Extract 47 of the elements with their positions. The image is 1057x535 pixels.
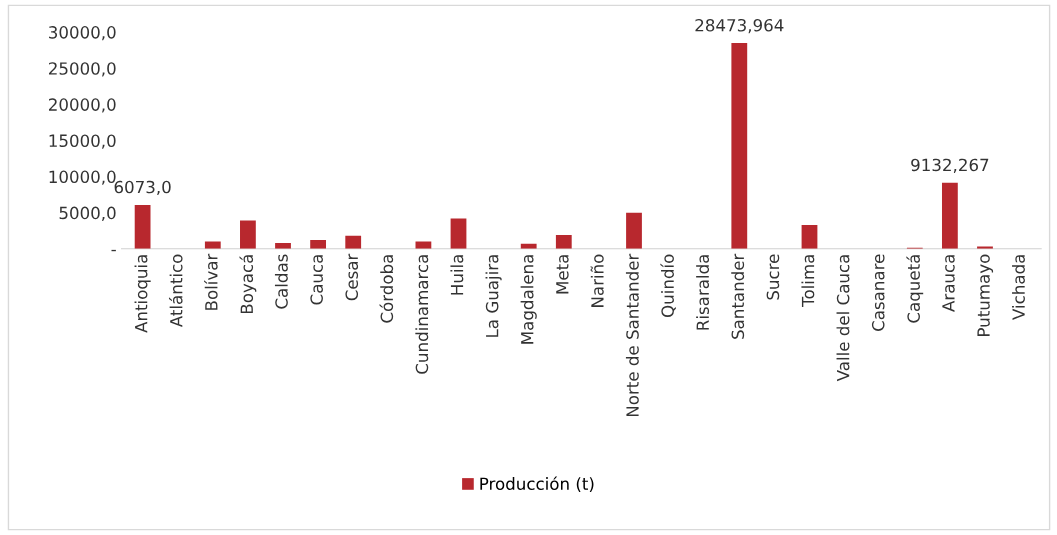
x-tick-label: Antioquia [134,255,151,333]
x-tick-label: Caldas [274,254,288,309]
x-tick-label: Córdoba [379,255,394,323]
bar [941,182,958,249]
x-tick-label: Tolima [801,255,815,307]
bar [801,224,818,249]
y-tick-label: 30000,0 [49,26,116,41]
y-tick-label: 15000,0 [49,134,116,149]
x-tick-label: Valle del Cauca [836,255,850,382]
x-tick-label: Cesar [345,253,359,301]
x-tick-label: Bolívar [204,253,218,310]
x-tick-label: Quindío [660,254,676,317]
y-tick-label: - [111,249,116,252]
x-tick-label: Santander [731,253,745,339]
x-tick-label: Putumayo [977,254,994,336]
y-tick-label: 10000,0 [49,170,116,185]
x-tick-label: Huila [450,255,464,295]
x-tick-label: Atlántico [168,254,183,328]
x-tick-label: Cundinamarca [415,255,429,374]
bar [555,235,572,249]
x-tick-label: Sucre [766,254,780,300]
x-tick-label: Meta [556,255,569,294]
legend-label: Producción (t) [480,476,594,492]
bar [134,204,151,249]
x-tick-label: Caquetá [906,255,924,323]
bar [626,212,642,249]
y-tick-label: 20000,0 [48,98,116,113]
y-tick-label: 5000,0 [59,206,116,221]
data-label: 6073,0 [114,180,171,196]
x-tick-label: Norte de Santander [625,253,639,417]
data-label: 9132,267 [911,158,989,173]
bar [345,235,362,249]
x-tick-label: Nariño [590,254,604,307]
x-tick-label: Arauca [942,255,955,312]
bar [240,220,256,249]
x-tick-label: Vichada [1012,255,1025,320]
x-tick-label: Cauca [310,255,323,305]
bar [310,240,327,249]
y-tick-label: 25000,0 [48,62,116,77]
x-tick-label: Boyacá [239,255,257,314]
x-tick-label: Casanare [871,254,885,331]
x-tick-label: La Guajira [485,255,502,337]
bar [450,218,467,249]
x-tick-label: Risaralda [696,255,710,330]
bar [731,43,748,249]
data-label: 28473,964 [695,18,784,34]
x-tick-label: Magdalena [520,255,537,344]
